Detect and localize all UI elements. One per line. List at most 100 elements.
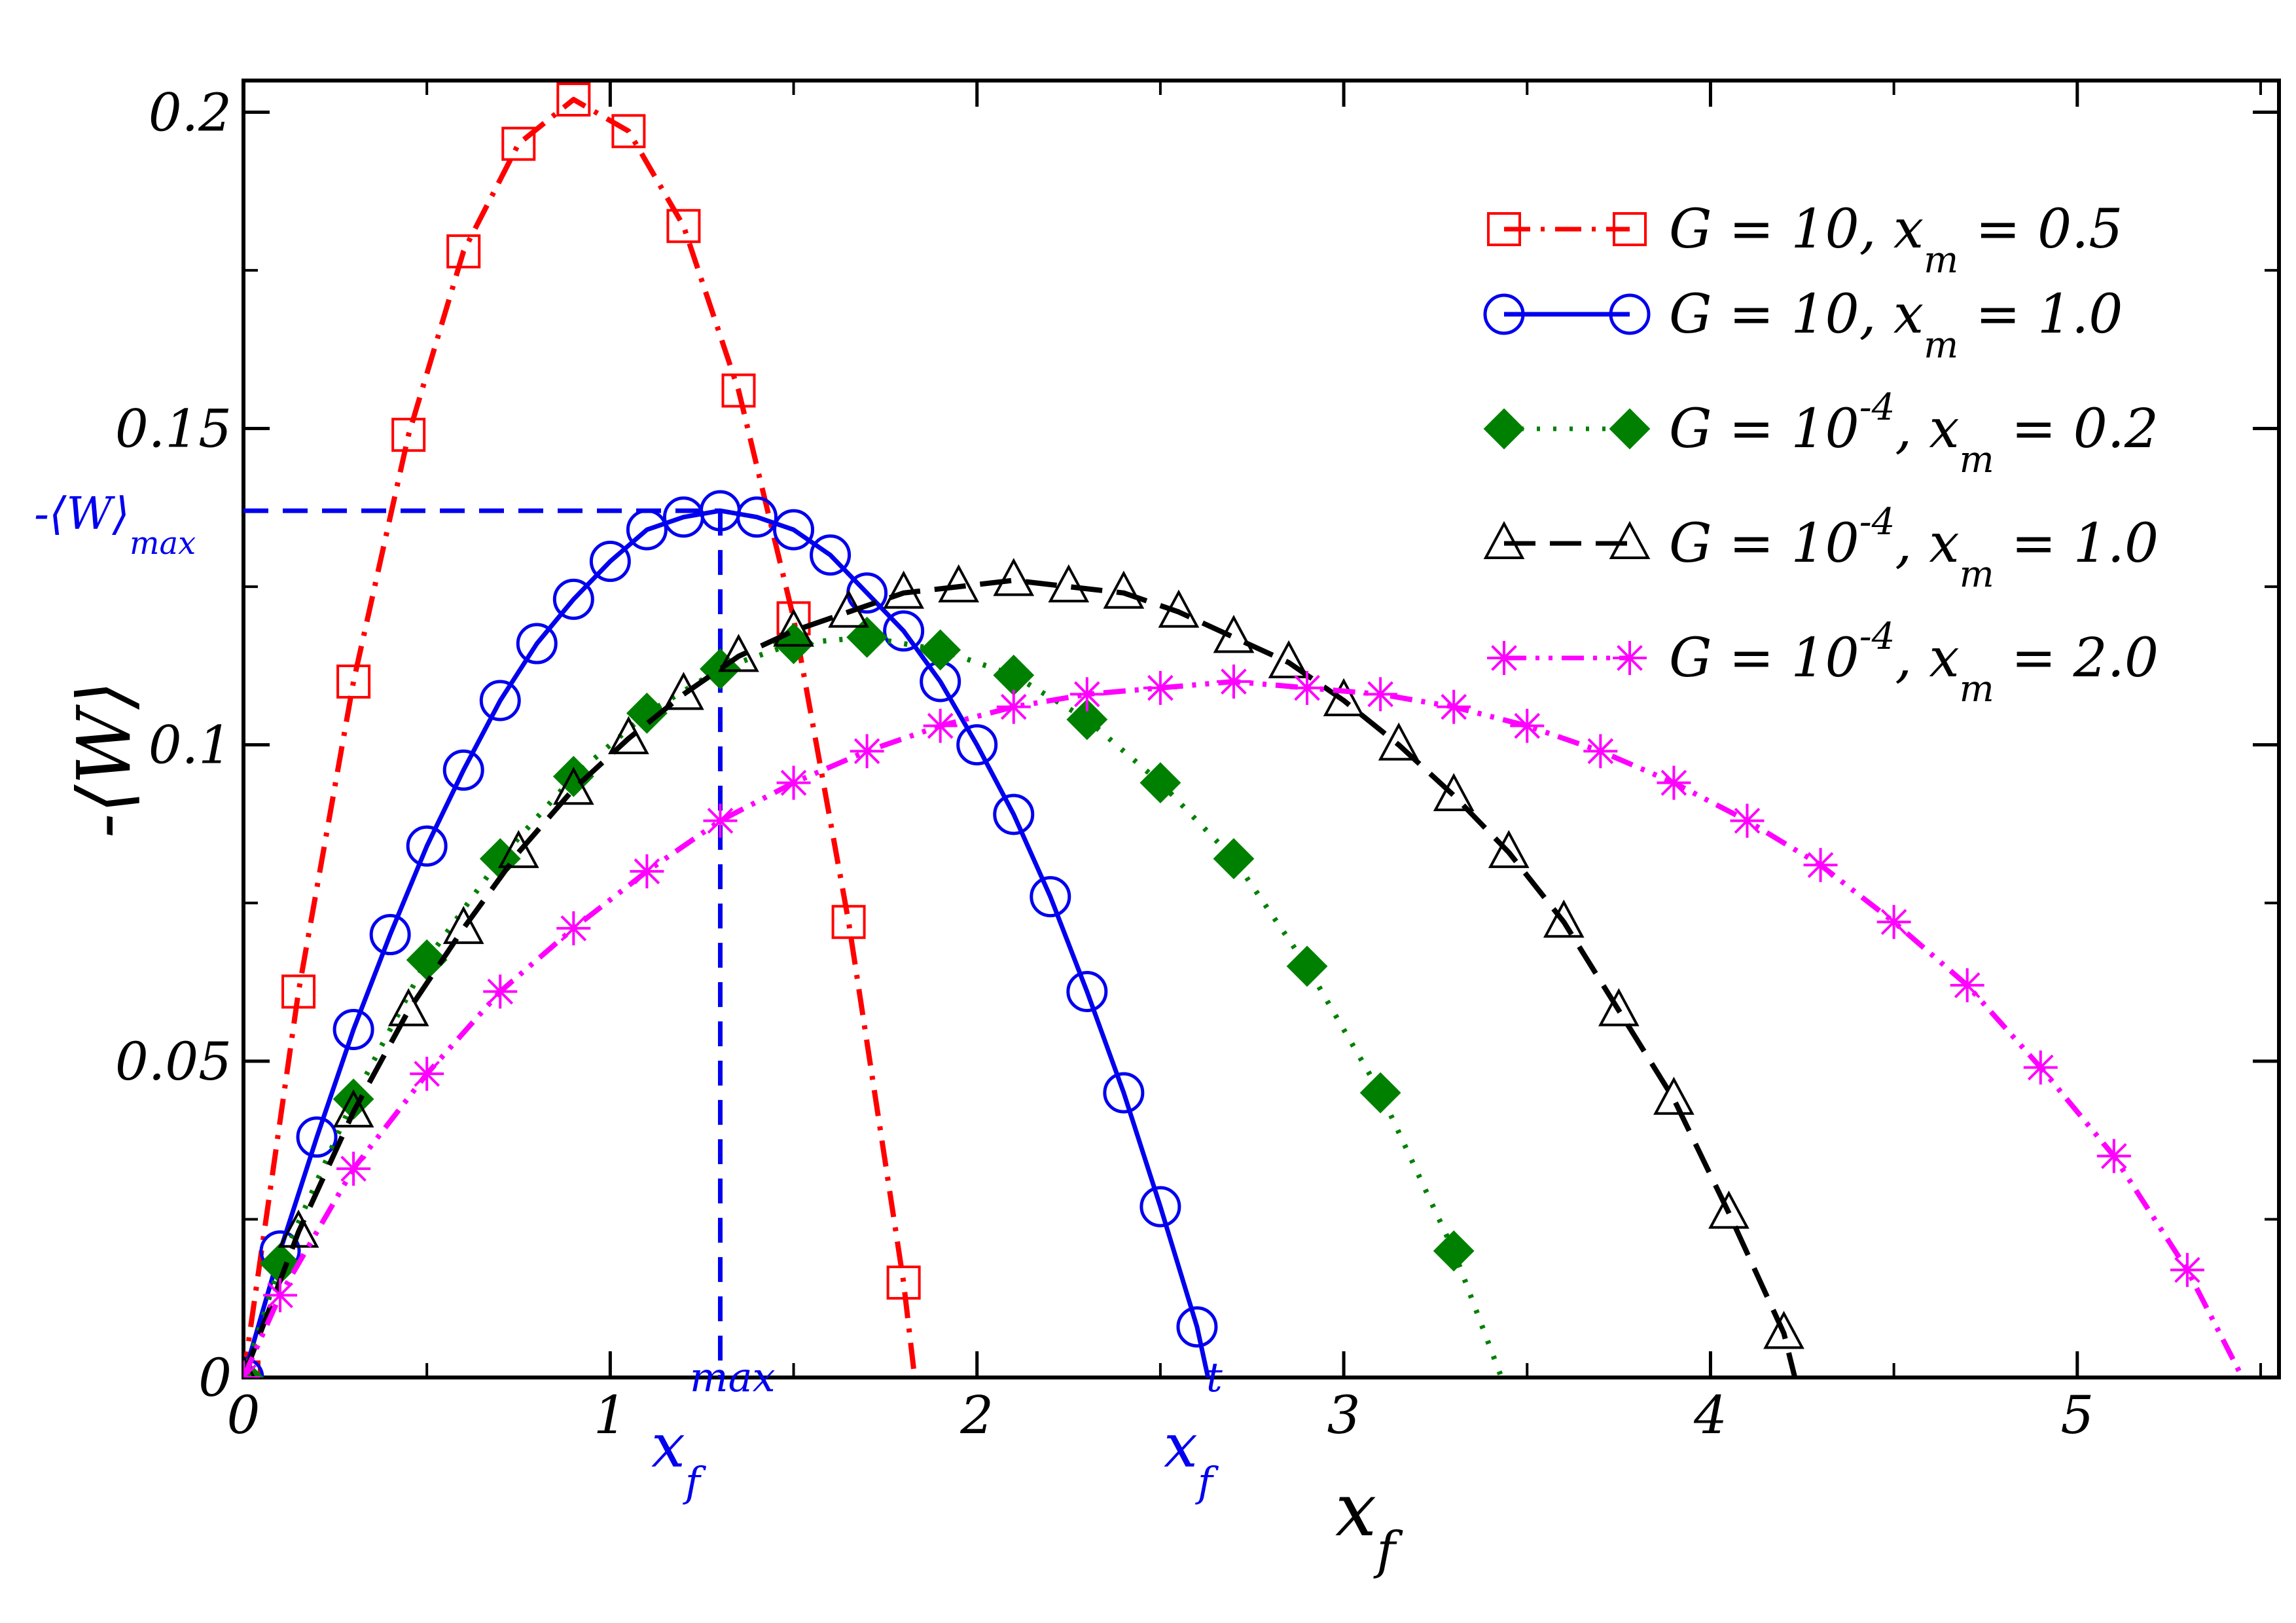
legend-entry-1: G = 10, xm = 0.5 [1487, 198, 2123, 282]
data-point [1433, 1230, 1475, 1272]
legend-entry-4: G = 10-4, xm = 1.0 [1483, 501, 2159, 596]
series-line [243, 634, 1504, 1377]
data-point [1139, 1186, 1181, 1228]
data-point [278, 1209, 319, 1248]
data-point [1598, 988, 1640, 1027]
data-point [1143, 670, 1177, 705]
y-tick-label: 0.1 [149, 715, 232, 776]
data-point [608, 716, 649, 754]
legend-marker-left [1483, 520, 1525, 559]
data-point [1103, 570, 1145, 609]
data-point [1730, 803, 1765, 838]
y-axis-label: -⟨W⟩ [62, 681, 147, 838]
data-point [850, 734, 884, 769]
data-point [773, 608, 814, 647]
series-2 [243, 490, 1218, 1377]
series-1 [243, 82, 921, 1377]
data-point [993, 793, 1035, 835]
series-line [243, 508, 1211, 1377]
xft-label: xft [1164, 1353, 1223, 1506]
legend-marker-right [1609, 408, 1651, 450]
data-point [1433, 773, 1475, 811]
series-4 [243, 558, 1804, 1377]
data-point [1657, 765, 1691, 800]
data-point [2170, 1252, 2204, 1287]
data-point [263, 1278, 298, 1313]
plot-frame [242, 79, 2281, 1379]
x-tick-label: 3 [1327, 1385, 1361, 1446]
data-point [883, 570, 924, 609]
y-tick-label: 0.05 [115, 1031, 232, 1092]
legend-label: G = 10-4, xm = 2.0 [1669, 615, 2159, 710]
data-point [1066, 971, 1108, 1013]
data-point [1876, 905, 1911, 939]
data-point [956, 724, 998, 766]
data-point [243, 1360, 260, 1377]
data-point [666, 209, 701, 244]
legend-marker-left [1487, 641, 1521, 675]
data-point [996, 689, 1031, 724]
data-point [1069, 677, 1104, 712]
y-tick-label: 0 [198, 1347, 232, 1408]
data-point [810, 534, 852, 576]
legend-marker-right [1613, 641, 1647, 675]
data-point [1213, 838, 1255, 880]
data-point [883, 610, 925, 652]
data-point [773, 623, 814, 665]
data-point [501, 126, 536, 161]
series-layer [243, 82, 2245, 1377]
data-point [1378, 722, 1420, 761]
series-5 [243, 665, 2245, 1377]
data-point [369, 914, 411, 956]
legend-marker-right [1609, 520, 1651, 559]
data-point [1763, 1311, 1804, 1349]
data-point [703, 803, 738, 838]
data-point [736, 496, 778, 538]
legend-marker-right [1609, 293, 1651, 335]
data-point [938, 564, 980, 603]
data-point [1139, 762, 1181, 804]
legend-label: G = 10, xm = 1.0 [1669, 283, 2123, 367]
data-point [1048, 564, 1090, 603]
data-point [721, 373, 756, 408]
y-tick-label: 0.15 [115, 398, 232, 459]
data-point [332, 1009, 374, 1051]
data-point [1323, 678, 1365, 717]
data-point [387, 988, 429, 1027]
data-point [626, 509, 668, 551]
data-point [1653, 1076, 1695, 1115]
legend-marker-left [1487, 212, 1521, 246]
data-point [589, 540, 631, 582]
data-point [442, 905, 484, 944]
data-point [1213, 615, 1255, 653]
legend-label: G = 10-4, xm = 0.2 [1669, 386, 2159, 481]
data-point [1359, 1072, 1401, 1114]
x-tick-label: 0 [227, 1385, 260, 1446]
data-point [846, 616, 888, 658]
data-point [391, 418, 426, 452]
data-point [1363, 677, 1398, 712]
xfmax-label: xfmax [651, 1353, 776, 1506]
data-point [663, 672, 704, 710]
series-line [243, 577, 1798, 1377]
data-point [2096, 1139, 2131, 1173]
data-point [773, 509, 815, 551]
legend-marker-left [1483, 293, 1525, 335]
data-point [718, 634, 759, 672]
data-point [993, 558, 1035, 596]
data-point [1950, 968, 1984, 1002]
legend-marker-right [1613, 212, 1647, 246]
data-point [332, 1078, 374, 1120]
data-point [410, 1057, 444, 1091]
x-tick-label: 4 [1693, 1385, 1727, 1446]
x-tick-label: 5 [2060, 1385, 2094, 1446]
data-point [1437, 689, 1471, 724]
legend-marker-left [1483, 408, 1525, 450]
data-point [336, 665, 371, 699]
data-point [406, 825, 448, 867]
data-point [1803, 848, 1838, 883]
data-point [552, 756, 594, 797]
data-point [1158, 589, 1200, 628]
data-point [497, 830, 539, 868]
